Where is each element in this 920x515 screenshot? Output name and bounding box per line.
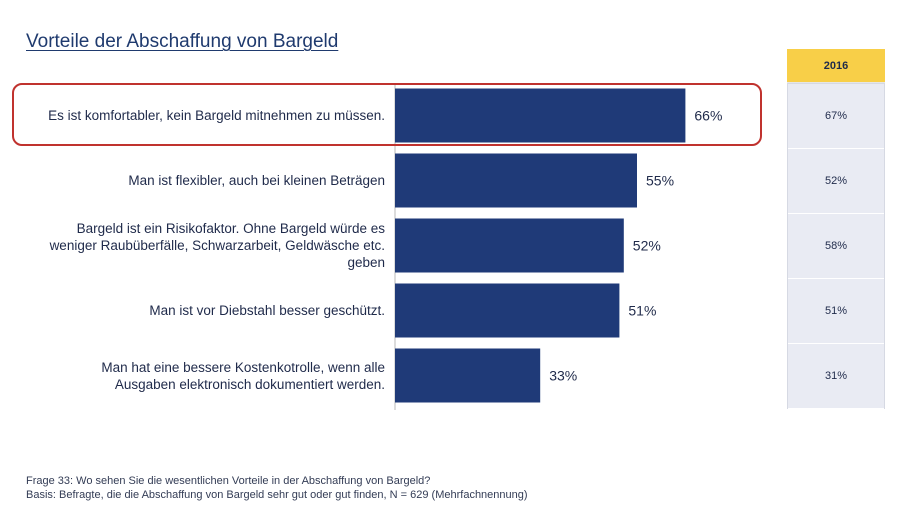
chart-title: Vorteile der Abschaffung von Bargeld — [26, 31, 339, 52]
comparison-value: 51% — [788, 279, 884, 344]
bar-value-label: 55% — [646, 173, 674, 189]
bar-value-label: 33% — [549, 368, 577, 384]
highlight-frame — [12, 83, 762, 146]
footnote-question: Frage 33: Wo sehen Sie die wesentlichen … — [26, 475, 431, 487]
bar — [395, 88, 686, 143]
comparison-value: 52% — [788, 149, 884, 214]
category-label: Es ist komfortabler, kein Bargeld mitneh… — [48, 108, 385, 123]
bar-value-label: 51% — [628, 303, 656, 319]
bar — [395, 218, 624, 273]
category-label: Man ist vor Diebstahl besser geschützt. — [149, 303, 385, 318]
comparison-column: 67% 52% 58% 51% 31% — [787, 83, 885, 409]
category-label: Man ist flexibler, auch bei kleinen Betr… — [128, 173, 385, 188]
category-label: Bargeld ist ein Risikofaktor. Ohne Barge… — [49, 221, 385, 270]
bar — [395, 283, 620, 338]
bar — [395, 348, 541, 403]
category-label: Man hat eine bessere Kostenkotrolle, wen… — [101, 359, 385, 392]
footnote-basis: Basis: Befragte, die die Abschaffung von… — [26, 489, 528, 501]
bar-value-label: 52% — [633, 238, 661, 254]
comparison-value: 67% — [788, 84, 884, 149]
comparison-header: 2016 — [787, 49, 885, 83]
bar-value-label: 66% — [694, 108, 722, 124]
comparison-value: 31% — [788, 344, 884, 409]
bar — [395, 153, 637, 208]
comparison-value: 58% — [788, 214, 884, 279]
